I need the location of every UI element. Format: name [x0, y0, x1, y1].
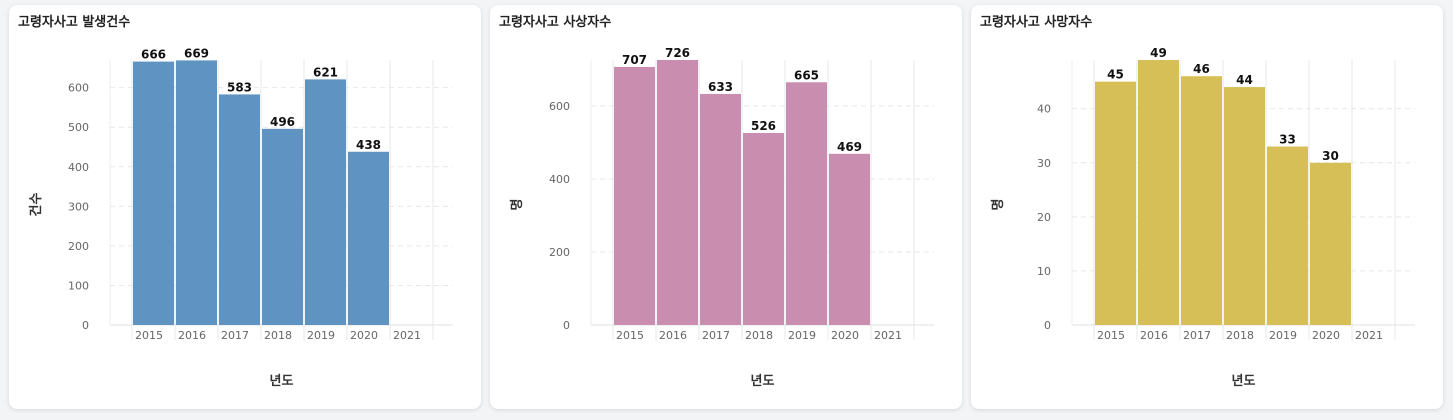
x-tick-label: 2019 — [1269, 329, 1297, 342]
x-tick-label: 2017 — [221, 329, 249, 342]
bar-chart-deaths: 0 10 20 30 40 45 2015 49 2016 46 2017 44 2018 33 2019 3… — [990, 46, 1415, 389]
chart-title: 고령자사고 발생건수 — [18, 15, 131, 30]
bar-2020 — [348, 151, 389, 325]
bar-2020 — [829, 153, 870, 325]
x-tick-label: 2021 — [393, 329, 421, 342]
x-tick-label: 2021 — [874, 329, 902, 342]
bar-2019 — [786, 82, 827, 325]
bar-value-label: 726 — [665, 46, 690, 60]
y-tick-label: 0 — [82, 319, 89, 332]
bar-2017 — [1181, 76, 1222, 325]
chart-title: 고령자사고 사망자수 — [980, 15, 1093, 30]
bar-value-label: 526 — [751, 119, 776, 133]
bar-value-label: 438 — [356, 138, 381, 152]
bar-value-label: 49 — [1150, 46, 1167, 60]
y-tick-label: 100 — [68, 279, 89, 292]
bar-value-label: 44 — [1236, 73, 1253, 87]
bar-chart-casualties: 0 200 400 600 707 2015 726 2016 633 2017 526 2018 66… — [509, 46, 934, 389]
y-tick-label: 400 — [549, 173, 570, 186]
bar-value-label: 583 — [227, 80, 252, 94]
bar-2019 — [305, 79, 346, 325]
y-tick-label: 500 — [68, 121, 89, 134]
y-tick-label: 10 — [1037, 265, 1051, 278]
x-tick-label: 2015 — [135, 329, 163, 342]
bar-value-label: 30 — [1322, 149, 1339, 163]
bar-2016 — [657, 60, 698, 325]
x-tick-label: 2018 — [745, 329, 773, 342]
bar-chart-incidents: 0 100 200 300 400 500 600 666 2015 669 2016 583 2017… — [28, 46, 453, 389]
bar-2015 — [133, 61, 174, 325]
bar-2016 — [176, 60, 217, 326]
x-tick-label: 2016 — [1140, 329, 1168, 342]
x-tick-label: 2020 — [1312, 329, 1340, 342]
bar-value-label: 46 — [1193, 62, 1210, 76]
bar-value-label: 666 — [141, 48, 166, 62]
x-tick-label: 2017 — [702, 329, 730, 342]
bar-value-label: 633 — [708, 80, 733, 94]
y-axis-title: 명 — [990, 199, 1006, 211]
y-tick-label: 200 — [68, 240, 89, 253]
bar-2020 — [1310, 162, 1351, 325]
bar-2017 — [700, 93, 741, 325]
y-axis-title: 건수 — [28, 193, 44, 217]
x-tick-label: 2016 — [659, 329, 687, 342]
y-tick-label: 0 — [1044, 319, 1051, 332]
y-tick-label: 600 — [549, 100, 570, 113]
bar-2018 — [743, 133, 784, 325]
x-tick-label: 2019 — [788, 329, 816, 342]
y-tick-label: 600 — [68, 82, 89, 95]
x-tick-label: 2021 — [1355, 329, 1383, 342]
bar-2019 — [1267, 146, 1308, 325]
y-tick-label: 30 — [1037, 157, 1051, 170]
x-tick-label: 2018 — [1226, 329, 1254, 342]
bar-value-label: 496 — [270, 115, 295, 129]
x-axis-title: 년도 — [270, 374, 294, 389]
x-tick-label: 2019 — [307, 329, 335, 342]
y-tick-label: 20 — [1037, 211, 1051, 224]
bar-2018 — [1224, 87, 1265, 325]
x-tick-label: 2020 — [831, 329, 859, 342]
x-tick-label: 2016 — [178, 329, 206, 342]
bar-2018 — [262, 128, 303, 325]
bar-value-label: 33 — [1279, 133, 1296, 147]
y-tick-label: 0 — [563, 319, 570, 332]
bar-value-label: 707 — [622, 53, 647, 67]
bar-value-label: 621 — [313, 65, 338, 79]
chart-card-incidents: 고령자사고 발생건수 0 100 200 300 400 500 600 666 2015 669… — [9, 5, 481, 409]
bar-2015 — [614, 66, 655, 326]
x-axis-title: 년도 — [751, 374, 775, 389]
bar-value-label: 45 — [1107, 68, 1124, 82]
bar-2015 — [1095, 81, 1136, 325]
x-tick-label: 2020 — [350, 329, 378, 342]
y-axis-title: 명 — [509, 199, 525, 211]
bar-value-label: 469 — [837, 140, 862, 154]
y-tick-label: 300 — [68, 200, 89, 213]
x-tick-label: 2015 — [1097, 329, 1125, 342]
chart-title: 고령자사고 사상자수 — [499, 15, 612, 30]
x-axis-title: 년도 — [1232, 374, 1256, 389]
chart-card-deaths: 고령자사고 사망자수 0 10 20 30 40 45 2015 49 2016 46 2017 44… — [971, 5, 1443, 409]
x-tick-label: 2015 — [616, 329, 644, 342]
chart-card-casualties: 고령자사고 사상자수 0 200 400 600 707 2015 726 2016 633 20… — [490, 5, 962, 409]
bar-2017 — [219, 94, 260, 325]
bar-value-label: 669 — [184, 46, 209, 60]
x-tick-label: 2017 — [1183, 329, 1211, 342]
bar-value-label: 665 — [794, 68, 819, 82]
bar-2016 — [1138, 60, 1179, 325]
x-tick-label: 2018 — [264, 329, 292, 342]
y-tick-label: 40 — [1037, 103, 1051, 116]
y-tick-label: 200 — [549, 246, 570, 259]
y-tick-label: 400 — [68, 161, 89, 174]
